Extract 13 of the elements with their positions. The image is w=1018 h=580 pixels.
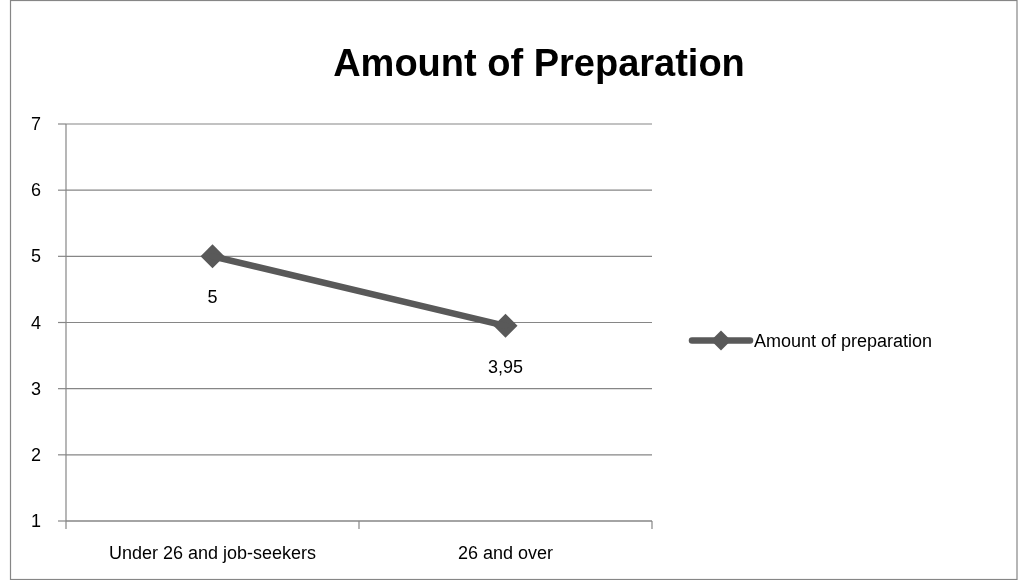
y-tick-label: 3 xyxy=(30,378,41,399)
y-tick-label: 5 xyxy=(30,246,41,267)
x-tick-label: Under 26 and job-seekers xyxy=(108,543,317,563)
y-tick-label: 4 xyxy=(30,312,41,333)
data-label: 3,95 xyxy=(487,356,524,377)
y-tick-label: 1 xyxy=(30,511,41,531)
y-tick-label: 2 xyxy=(30,444,41,465)
x-tick-label: 26 and over xyxy=(457,543,554,563)
chart-title: Amount of Preparation xyxy=(333,42,745,84)
data-label: 5 xyxy=(207,287,218,308)
y-tick-label: 7 xyxy=(30,114,41,134)
y-tick-label: 6 xyxy=(30,180,41,201)
legend-label: Amount of preparation xyxy=(754,330,933,351)
